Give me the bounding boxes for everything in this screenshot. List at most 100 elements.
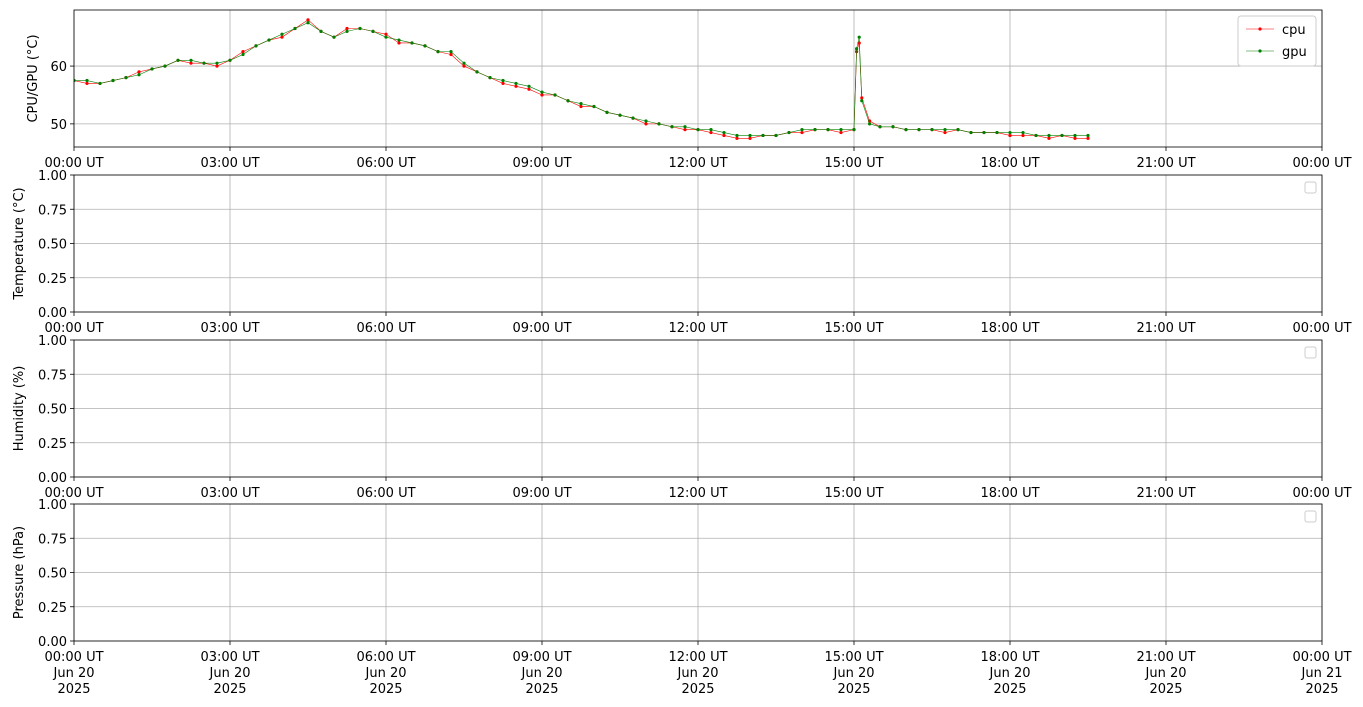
point [189, 58, 193, 62]
legend-box [1304, 346, 1317, 359]
point [1034, 133, 1038, 138]
x-tick-label: 00:00 UT [44, 321, 103, 336]
x-tick-label: 00:00 UT Jun 20 2025 [44, 650, 103, 697]
plot-area [74, 18, 1090, 140]
point [826, 128, 830, 132]
y-tick-label: 0.75 [38, 203, 67, 218]
point [839, 128, 843, 132]
point [1021, 133, 1025, 138]
point [670, 125, 674, 129]
axes-frame [73, 174, 1323, 313]
point [631, 116, 635, 120]
point [800, 128, 804, 132]
x-tick-label: 09:00 UT [512, 321, 571, 336]
point [345, 26, 349, 31]
x-tick-label: 18:00 UT [980, 486, 1039, 501]
point [618, 113, 622, 117]
y-tick-label: 0.25 [38, 601, 67, 616]
point [85, 81, 89, 86]
y-axis-label: CPU/GPU (°C) [26, 34, 41, 122]
point [137, 70, 141, 74]
point [839, 130, 843, 135]
y-axis-label: Temperature (°C) [12, 187, 27, 300]
point [111, 78, 115, 83]
x-tick-label: 09:00 UT [512, 486, 571, 501]
y-tick-label: 0.75 [38, 532, 67, 547]
point [514, 84, 518, 88]
point [1086, 136, 1090, 140]
y-tick-label: 60 [50, 60, 67, 75]
axes-frame [73, 9, 1323, 148]
axes-frame [73, 339, 1323, 478]
x-tick-label: 15:00 UT [824, 321, 883, 336]
point [527, 84, 531, 88]
x-tick-label: 00:00 UT [44, 156, 103, 171]
point [527, 87, 531, 91]
x-tick-label: 00:00 UT [1292, 321, 1351, 336]
point [943, 128, 947, 132]
point [280, 32, 284, 36]
series-line [74, 22, 1088, 136]
point [449, 50, 453, 54]
x-tick-label: 12:00 UT [668, 321, 727, 336]
point [579, 104, 583, 109]
y-tick-label: 0.00 [38, 635, 67, 650]
point [449, 52, 453, 57]
point [748, 136, 752, 140]
point [878, 125, 882, 129]
point [761, 133, 765, 138]
point [995, 130, 999, 135]
point [436, 50, 440, 54]
legend-label: gpu [1282, 45, 1307, 60]
point [98, 81, 102, 86]
y-tick-label: 0.50 [38, 567, 67, 582]
point [553, 93, 557, 97]
point [514, 81, 518, 86]
y-tick-label: 1.00 [38, 334, 67, 349]
point [85, 78, 89, 83]
x-tick-label: 12:00 UT [668, 156, 727, 171]
point [462, 64, 466, 68]
x-tick-label: 21:00 UT [1136, 486, 1195, 501]
point [696, 128, 700, 132]
x-tick-label: 18:00 UT [980, 321, 1039, 336]
point [605, 110, 609, 114]
point [722, 133, 726, 138]
x-tick-label: 00:00 UT [1292, 156, 1351, 171]
point [592, 104, 596, 109]
point [124, 76, 128, 80]
y-tick-label: 50 [50, 118, 67, 133]
x-tick-label: 06:00 UT Jun 20 2025 [356, 650, 415, 697]
x-tick-label: 12:00 UT [668, 486, 727, 501]
y-tick-label: 0.00 [38, 306, 67, 321]
point [683, 128, 687, 132]
point [358, 26, 362, 31]
point [215, 64, 219, 68]
legend-box [1304, 510, 1317, 523]
point [566, 99, 570, 103]
point [137, 73, 141, 77]
point [683, 125, 687, 129]
y-tick-label: 1.00 [38, 498, 67, 513]
x-tick-label: 06:00 UT [356, 156, 415, 171]
legend-label: cpu [1282, 23, 1306, 38]
point [1047, 133, 1051, 138]
point [644, 122, 648, 126]
point [855, 47, 859, 51]
point [930, 128, 934, 132]
point [709, 128, 713, 132]
point [280, 35, 284, 39]
point [254, 44, 258, 48]
y-tick-label: 0.50 [38, 403, 67, 418]
legend-box [1237, 15, 1317, 67]
y-axis-label: Pressure (hPa) [12, 526, 27, 619]
point [787, 130, 791, 135]
point [501, 78, 505, 83]
point [1021, 130, 1025, 135]
y-tick-label: 0.75 [38, 368, 67, 383]
point [644, 119, 648, 123]
x-tick-label: 21:00 UT [1136, 156, 1195, 171]
point [540, 93, 544, 97]
x-tick-label: 03:00 UT [200, 321, 259, 336]
